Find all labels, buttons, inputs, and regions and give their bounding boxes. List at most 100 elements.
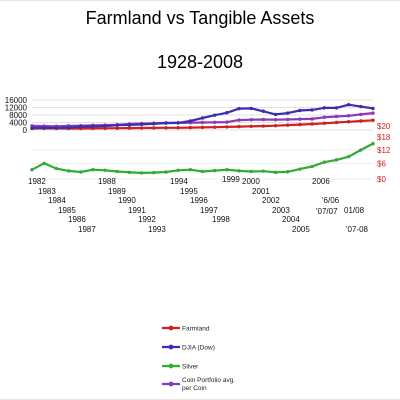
x-tick-label: 1985 [58,206,76,215]
data-point [42,126,46,130]
data-point [176,126,180,130]
data-point [273,112,278,117]
legend-label: per Coin [182,385,207,392]
data-point [334,158,339,162]
x-tick-label: '07/07 [316,207,338,216]
x-tick-label: 1998 [212,215,230,224]
x-tick-label: 2004 [282,215,300,224]
left-tick-label: 0 [23,126,28,135]
data-point [152,170,156,175]
data-point [371,111,375,115]
data-point [91,124,95,129]
x-tick-label: 2005 [292,225,310,234]
data-point [237,169,241,173]
data-point [188,125,193,130]
x-tick-label: 01/08 [344,206,365,215]
data-point [152,122,156,126]
data-point [115,126,119,130]
data-point [371,141,375,146]
x-tick-label: 1988 [98,177,116,186]
legend-label: Farmland [182,326,210,333]
legend-swatch-marker [168,344,174,350]
right-tick-label: $12 [377,146,391,155]
data-point [237,106,241,111]
x-tick-label: 2003 [272,206,290,215]
data-point [334,114,339,119]
x-tick-label: '6/06 [322,196,340,205]
data-point [152,126,156,130]
data-point [176,121,180,125]
data-point [127,170,132,175]
data-point [225,125,229,129]
x-tick-label: 2000 [242,177,260,186]
data-point [249,117,253,122]
legend-label: DJIA (Dow) [182,345,215,352]
data-point [298,122,302,127]
left-tick-label: 8000 [9,111,27,120]
data-point [286,123,290,127]
series-line-silver [31,142,374,174]
x-tick-label: 1994 [170,177,188,186]
data-point [30,168,34,172]
data-point [212,120,217,125]
legend-label: Silver [182,364,199,371]
x-tick-label: 1991 [128,206,146,215]
data-point [139,126,144,130]
data-point [188,168,193,172]
x-tick-label: 1996 [190,196,208,205]
data-point [127,123,132,127]
data-point [139,122,144,127]
data-point [273,117,278,122]
data-point [42,161,46,166]
page-edge-top [0,0,400,1]
data-point [237,118,241,122]
data-point [79,124,83,129]
data-point [322,115,326,119]
data-point [371,118,375,122]
data-point [66,125,71,130]
data-point [261,109,266,113]
data-point [322,160,326,164]
chart-subtitle: 1928-2008 [156,52,244,72]
data-point [30,126,34,130]
x-tick-label: 2002 [262,196,280,205]
right-tick-label: $0 [377,175,386,184]
data-point [359,119,363,123]
data-point [249,169,253,174]
x-tick-label: 1995 [180,187,198,196]
data-point [273,170,278,175]
data-point [322,121,326,125]
data-point [286,117,290,122]
data-point [371,106,375,111]
data-point [359,148,363,152]
x-tick-label: 1983 [38,187,56,196]
data-point [139,171,144,175]
data-point [115,123,119,127]
data-point [212,113,217,117]
data-point [212,125,217,129]
x-tick-label: 1984 [48,196,66,205]
data-point [103,124,107,128]
data-point [286,111,290,115]
data-point [359,104,363,109]
data-point [310,122,314,126]
x-tick-label: 1990 [118,196,136,205]
data-point [200,169,205,174]
x-tick-label: 1993 [148,225,166,234]
data-point [346,102,351,107]
data-point [164,121,168,125]
data-point [91,168,95,172]
data-point [286,170,290,174]
data-point [298,108,302,113]
data-point [164,126,168,130]
x-tick-label: 1989 [108,187,126,196]
x-tick-label: 1982 [28,177,46,186]
data-point [66,169,71,173]
right-tick-label: $6 [377,160,386,169]
data-point [346,154,351,159]
x-tick-label: 1999 [222,175,240,184]
data-point [322,106,326,110]
data-point [188,119,193,123]
chart-title: Farmland vs Tangible Assets [85,8,315,28]
